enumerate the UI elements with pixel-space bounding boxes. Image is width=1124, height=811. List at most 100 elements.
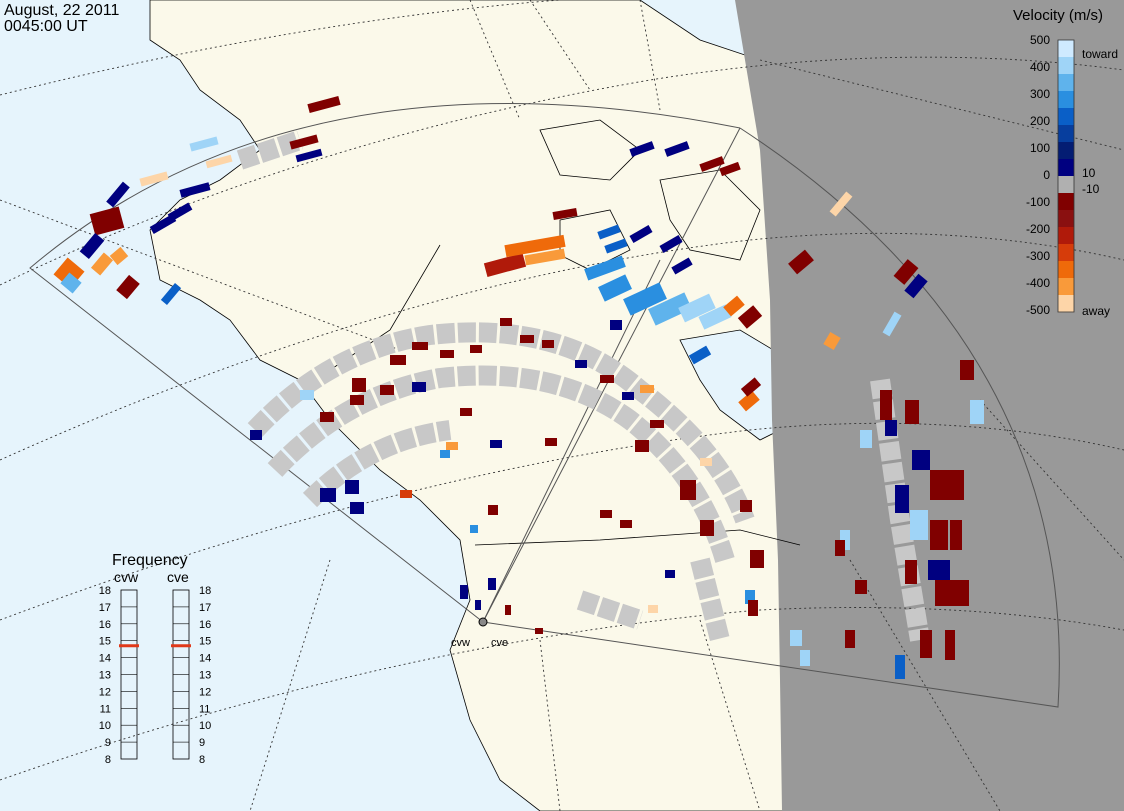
colorbar-tick-label: 300 bbox=[1030, 87, 1050, 101]
ground-scatter-band-1 bbox=[247, 322, 755, 524]
velocity-cell bbox=[920, 630, 932, 658]
velocity-cell bbox=[60, 272, 82, 294]
velocity-cell bbox=[545, 438, 557, 446]
velocity-cell bbox=[520, 335, 534, 343]
colorbar-tick-label: 500 bbox=[1030, 33, 1050, 47]
ground-scatter-band-3 bbox=[302, 420, 452, 508]
frequency-station-cvw-label: cvw bbox=[114, 569, 139, 585]
frequency-scale-label: 9 bbox=[105, 737, 111, 749]
velocity-cell bbox=[905, 560, 917, 584]
colorbar-neg10-label: -10 bbox=[1082, 182, 1100, 196]
colorbar-swatch bbox=[1058, 74, 1074, 92]
colorbar-tick-label: -500 bbox=[1026, 303, 1050, 317]
velocity-colorbar: Velocity (m/s) 500 400 300 200 100 0 -100 -200 -… bbox=[1013, 7, 1118, 318]
frequency-scale-label: 9 bbox=[199, 737, 205, 749]
velocity-cell bbox=[380, 385, 394, 395]
velocity-cell bbox=[700, 458, 712, 466]
velocity-cell bbox=[483, 253, 527, 277]
velocity-cell bbox=[412, 342, 428, 350]
velocity-cell bbox=[79, 232, 105, 260]
velocity-cell bbox=[788, 249, 814, 275]
velocity-cell bbox=[139, 171, 169, 187]
velocity-cell bbox=[205, 154, 233, 169]
frequency-title: Frequency bbox=[112, 552, 188, 569]
colorbar-title: Velocity (m/s) bbox=[1013, 7, 1103, 24]
velocity-cell bbox=[635, 440, 649, 452]
colorbar-swatch bbox=[1058, 176, 1074, 194]
velocity-cell bbox=[928, 560, 950, 580]
colorbar-tick-label: -400 bbox=[1026, 276, 1050, 290]
velocity-cell bbox=[470, 525, 478, 533]
velocity-cell bbox=[604, 238, 628, 254]
velocity-cell bbox=[488, 505, 498, 515]
velocity-cell bbox=[189, 136, 219, 152]
date-label: August, 22 2011 bbox=[4, 2, 119, 19]
velocity-cell bbox=[960, 360, 974, 380]
velocity-cell bbox=[970, 400, 984, 424]
velocity-cell bbox=[880, 390, 892, 420]
colorbar-swatch bbox=[1058, 108, 1074, 126]
colorbar-frame bbox=[1057, 39, 1075, 313]
frequency-panel: Frequency cvw cve 18 18 17 17 16 16 15 15 14 14 13… bbox=[99, 552, 212, 766]
radar-site-marker bbox=[478, 617, 488, 627]
velocity-cell bbox=[89, 206, 125, 236]
velocity-cell bbox=[750, 550, 764, 568]
velocity-cell bbox=[885, 420, 897, 436]
frequency-scale-label: 8 bbox=[199, 754, 205, 766]
ground-scatter-band-4 bbox=[690, 557, 730, 643]
velocity-cell bbox=[598, 274, 632, 302]
velocity-cell bbox=[552, 207, 578, 221]
velocity-cell bbox=[930, 470, 964, 500]
velocity-cell bbox=[748, 600, 758, 616]
velocity-cell bbox=[845, 630, 855, 648]
velocity-cell bbox=[935, 580, 969, 606]
frequency-scale-label: 11 bbox=[100, 703, 111, 715]
velocity-cell bbox=[90, 252, 114, 276]
frequency-scale-label: 18 bbox=[99, 585, 111, 597]
colorbar-away-label: away bbox=[1082, 304, 1110, 318]
velocity-cell bbox=[320, 488, 336, 502]
velocity-cell bbox=[160, 283, 182, 305]
velocity-cell bbox=[945, 630, 955, 660]
velocity-cell bbox=[800, 650, 810, 666]
velocity-cell bbox=[745, 590, 755, 604]
velocity-cell bbox=[893, 259, 919, 285]
colorbar-swatch bbox=[1058, 210, 1074, 228]
velocity-cell bbox=[620, 520, 632, 528]
frequency-scale-label: 15 bbox=[99, 636, 111, 648]
velocity-cell bbox=[659, 235, 683, 253]
colorbar-ticks: 500 400 300 200 100 0 -100 -200 -300 -400 -500 bbox=[1026, 33, 1050, 317]
velocity-cell bbox=[699, 156, 725, 172]
velocity-cell bbox=[440, 450, 450, 458]
velocity-cell bbox=[678, 293, 716, 323]
velocity-cell bbox=[860, 430, 872, 448]
velocity-cell bbox=[446, 442, 458, 450]
velocity-cell bbox=[460, 408, 472, 416]
frequency-scale-label: 14 bbox=[199, 653, 211, 665]
velocity-cell bbox=[345, 480, 359, 494]
velocity-cell bbox=[904, 273, 928, 299]
velocity-cell bbox=[905, 400, 919, 424]
colorbar-swatch bbox=[1058, 159, 1074, 177]
colorbar-swatch bbox=[1058, 244, 1074, 262]
velocity-cell bbox=[524, 248, 566, 266]
velocity-cell bbox=[600, 375, 614, 383]
colorbar-swatches bbox=[1058, 40, 1074, 313]
colorbar-10-label: 10 bbox=[1082, 166, 1096, 180]
velocity-cell bbox=[910, 510, 928, 540]
colorbar-swatch bbox=[1058, 91, 1074, 109]
colorbar-swatch bbox=[1058, 295, 1074, 313]
colorbar-tick-label: 100 bbox=[1030, 141, 1050, 155]
velocity-cell bbox=[698, 304, 732, 330]
colorbar-swatch bbox=[1058, 261, 1074, 279]
velocity-cell bbox=[680, 480, 696, 500]
colorbar-swatch bbox=[1058, 227, 1074, 245]
velocity-cell bbox=[390, 355, 406, 365]
velocity-cell bbox=[412, 382, 426, 392]
velocity-cell bbox=[737, 305, 763, 329]
velocity-cell bbox=[504, 234, 566, 258]
velocity-cell bbox=[835, 540, 845, 556]
velocity-cell bbox=[930, 520, 948, 550]
